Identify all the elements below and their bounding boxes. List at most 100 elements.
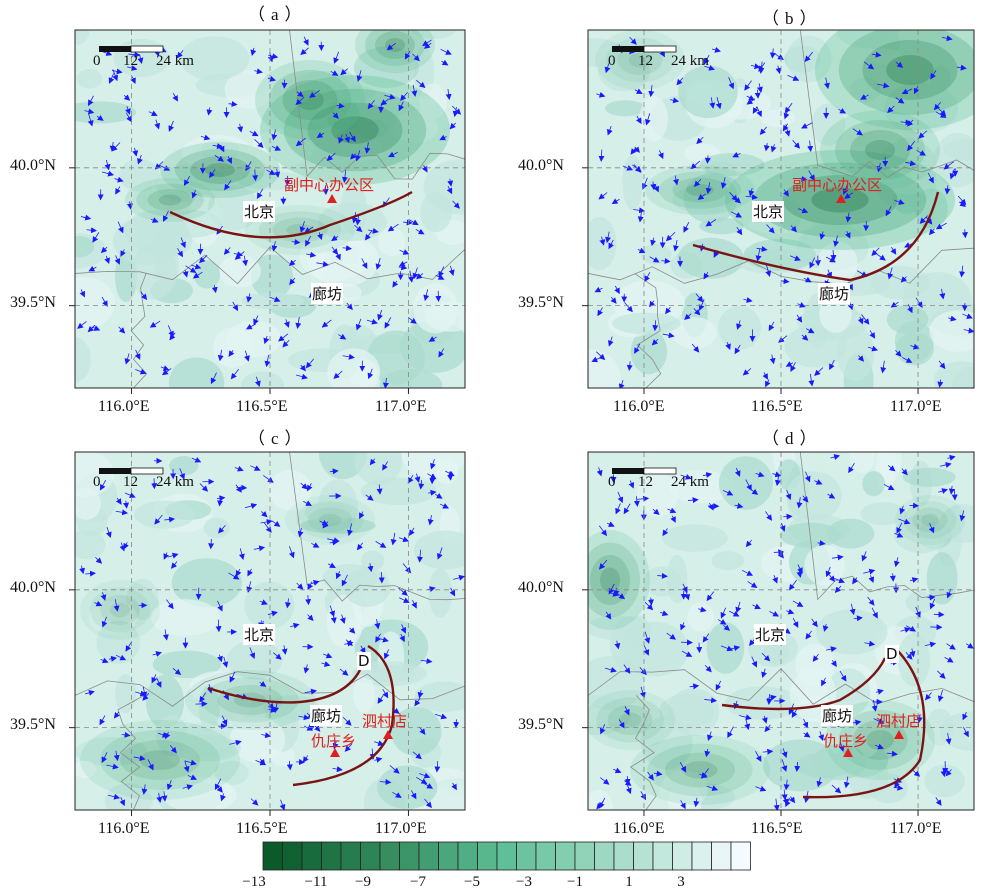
field-patch	[811, 103, 846, 146]
wind-vector	[707, 731, 713, 741]
wind-vector	[959, 265, 966, 278]
wind-vector	[300, 47, 309, 56]
wind-vector	[818, 731, 825, 741]
wind-vector	[209, 169, 216, 179]
y-tick-label: 40.0°N	[518, 157, 564, 174]
wind-vector	[898, 518, 911, 525]
field-patch	[229, 716, 285, 763]
wind-vector	[237, 123, 244, 133]
wind-vector	[121, 731, 131, 738]
scale-bar-white	[130, 467, 164, 475]
wind-vector	[838, 107, 847, 114]
wind-vector	[119, 797, 126, 807]
wind-vector	[785, 489, 792, 501]
colorbar-segment	[340, 841, 361, 871]
wind-vector	[766, 694, 777, 701]
field-patch	[886, 304, 929, 334]
wind-vector	[141, 784, 148, 795]
wind-vector	[449, 122, 456, 130]
wind-vector	[916, 714, 923, 724]
wind-vector	[348, 627, 356, 634]
wind-vector	[706, 785, 719, 792]
wind-vector	[962, 711, 968, 721]
wind-vector	[624, 776, 631, 785]
wind-vector	[364, 142, 371, 154]
field-patch	[666, 554, 688, 604]
wind-vector	[781, 759, 788, 772]
wind-vector	[785, 797, 791, 808]
wind-vector	[100, 246, 108, 254]
wind-vector	[843, 776, 850, 789]
wind-vector	[792, 600, 804, 607]
wind-vector	[125, 106, 131, 115]
wind-vector	[637, 247, 646, 254]
wind-vector	[208, 538, 215, 550]
wind-vector	[725, 341, 731, 351]
field-blob	[588, 690, 675, 750]
wind-vector	[327, 537, 340, 544]
wind-vector	[766, 224, 775, 234]
wind-vector	[342, 245, 352, 252]
wind-vector	[288, 546, 295, 559]
wind-vector	[109, 655, 118, 662]
wind-vector	[816, 777, 823, 788]
wind-vector	[424, 798, 432, 809]
wind-vector	[125, 112, 132, 123]
field-patch	[836, 325, 875, 381]
scale-bar-black	[612, 468, 644, 474]
wind-vector	[863, 568, 876, 575]
y-tick-label: 39.5°N	[518, 294, 564, 311]
wind-vector	[808, 170, 815, 181]
wind-vector	[775, 65, 782, 75]
colorbar-segment	[418, 841, 439, 871]
wind-vector	[947, 454, 956, 461]
wind-vector	[85, 570, 96, 577]
wind-vector	[435, 713, 448, 720]
field-patch	[203, 517, 230, 539]
admin-boundary	[634, 273, 662, 388]
wind-vector	[861, 314, 870, 325]
wind-vector	[285, 598, 291, 609]
wind-vector	[326, 152, 336, 161]
wind-vector	[124, 492, 136, 498]
wind-vector	[374, 756, 383, 763]
wind-vector	[304, 688, 317, 695]
wind-vector	[228, 101, 238, 108]
wind-vector	[704, 64, 715, 71]
wind-vector	[375, 258, 382, 270]
wind-vector	[636, 495, 650, 502]
wind-vector	[210, 372, 217, 385]
wind-vector	[838, 741, 845, 752]
wind-vector	[613, 767, 622, 774]
wind-vector	[608, 583, 615, 595]
wind-vector	[961, 229, 968, 239]
field-patch	[320, 84, 376, 102]
field-patch	[75, 487, 101, 520]
field-blob	[190, 156, 250, 184]
wind-vector	[637, 211, 644, 223]
wind-vector	[633, 146, 640, 153]
wind-vector	[756, 83, 763, 93]
wind-vector	[698, 606, 707, 613]
wind-vector	[384, 93, 396, 100]
field-blob	[307, 102, 403, 158]
site-marker	[327, 194, 337, 203]
field-patch	[934, 132, 974, 188]
wind-vector	[704, 155, 711, 164]
field-patch	[170, 734, 241, 762]
wind-vector	[598, 559, 608, 570]
wind-vector	[763, 143, 770, 152]
wind-vector	[344, 743, 353, 752]
wind-vector	[812, 653, 819, 662]
wind-vector	[774, 53, 784, 60]
field-patch	[926, 708, 954, 746]
colorbar-segment	[516, 841, 537, 871]
wind-vector	[965, 642, 974, 649]
y-tick-label: 40.0°N	[10, 157, 56, 174]
wind-vector	[300, 482, 308, 490]
field-blob	[912, 507, 948, 533]
wind-vector	[316, 132, 325, 138]
wind-vector	[778, 335, 788, 343]
wind-vector	[400, 92, 408, 101]
wind-vector	[126, 201, 133, 210]
